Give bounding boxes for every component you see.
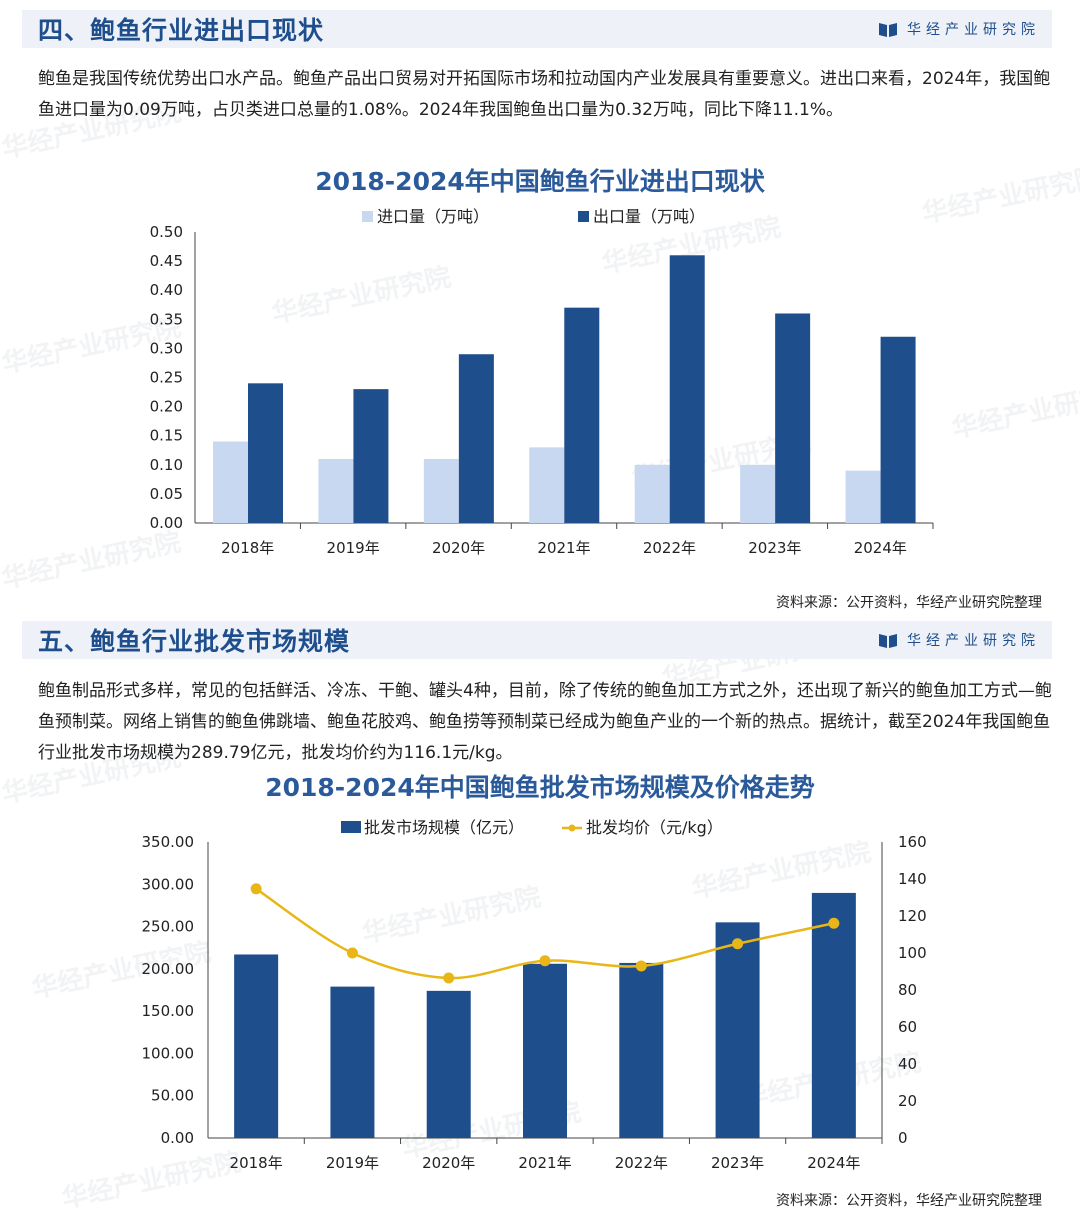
y-tick-label: 0.15 bbox=[150, 427, 183, 445]
book-icon bbox=[879, 23, 897, 37]
x-tick-label: 2022年 bbox=[643, 539, 696, 557]
source-note: 资料来源：公开资料，华经产业研究院整理 bbox=[776, 1193, 1042, 1209]
price-point bbox=[732, 938, 744, 950]
y-right-tick-label: 0 bbox=[898, 1129, 908, 1147]
export-bar bbox=[248, 383, 283, 523]
y-left-tick-label: 350.00 bbox=[142, 833, 195, 851]
x-tick-label: 2024年 bbox=[854, 539, 907, 557]
market-size-bar bbox=[426, 990, 471, 1138]
import-bar bbox=[213, 441, 248, 523]
import-bar bbox=[529, 447, 565, 523]
x-tick-label: 2024年 bbox=[807, 1154, 860, 1172]
export-bar bbox=[775, 313, 811, 523]
market-size-bar bbox=[523, 963, 567, 1138]
y-left-tick-label: 300.00 bbox=[142, 875, 195, 893]
y-tick-label: 0.20 bbox=[150, 398, 183, 416]
market-size-bar bbox=[619, 962, 664, 1138]
chart-title: 2018-2024年中国鲍鱼行业进出口现状 bbox=[315, 167, 765, 196]
y-tick-label: 0.10 bbox=[150, 456, 183, 474]
x-tick-label: 2019年 bbox=[327, 539, 380, 557]
section-header-wholesale: 五、鲍鱼行业批发市场规模 华经产业研究院 bbox=[22, 621, 1052, 659]
y-right-tick-label: 80 bbox=[898, 981, 917, 999]
y-left-tick-label: 200.00 bbox=[142, 960, 195, 978]
price-point bbox=[346, 947, 358, 959]
wholesale-combo-chart: 批发市场规模（亿元） 批发均价（元/kg） 0.00 50.00 100.00 150.0… bbox=[142, 818, 927, 1172]
y-right-tick-label: 160 bbox=[898, 833, 927, 851]
y-tick-label: 0.00 bbox=[150, 514, 183, 532]
x-tick-label: 2018年 bbox=[221, 539, 274, 557]
trade-bar-chart: 进口量（万吨） 出口量（万吨） 0.00 0.05 0.10 0.15 0.20 0.25 0.… bbox=[150, 207, 934, 557]
export-bar bbox=[669, 255, 705, 523]
legend-swatch bbox=[341, 821, 361, 833]
legend-marker bbox=[568, 824, 576, 832]
x-tick-label: 2019年 bbox=[326, 1154, 379, 1172]
legend-label: 出口量（万吨） bbox=[593, 207, 705, 226]
x-tick-label: 2021年 bbox=[537, 539, 590, 557]
x-tick-label: 2021年 bbox=[518, 1154, 571, 1172]
x-tick-label: 2023年 bbox=[711, 1154, 764, 1172]
section-paragraph: 鲍鱼是我国传统优势出口水产品。鲍鱼产品出口贸易对开拓国际市场和拉动国内产业发展具… bbox=[38, 69, 1051, 120]
y-tick-label: 0.45 bbox=[150, 252, 183, 270]
x-tick-label: 2020年 bbox=[422, 1154, 475, 1172]
legend-swatch bbox=[578, 211, 589, 222]
x-tick-label: 2022年 bbox=[615, 1154, 668, 1172]
y-right-tick-label: 100 bbox=[898, 944, 927, 962]
section-paragraph: 鲍鱼制品形式多样，常见的包括鲜活、冷冻、干鲍、罐头4种，目前，除了传统的鲍鱼加工… bbox=[38, 681, 1052, 763]
market-size-bar bbox=[234, 954, 279, 1138]
export-bar bbox=[458, 354, 494, 523]
y-right-tick-label: 60 bbox=[898, 1018, 917, 1036]
export-bar bbox=[880, 336, 916, 523]
brand-logo: 华经产业研究院 bbox=[879, 19, 1052, 39]
market-size-bar bbox=[330, 986, 375, 1138]
y-tick-label: 0.50 bbox=[150, 223, 183, 241]
price-point bbox=[539, 955, 551, 967]
y-left-tick-label: 0.00 bbox=[161, 1129, 194, 1147]
import-bar bbox=[318, 458, 354, 523]
brand-name: 华经产业研究院 bbox=[907, 633, 1040, 649]
section-title: 五、鲍鱼行业批发市场规模 bbox=[38, 627, 351, 656]
y-tick-label: 0.25 bbox=[150, 369, 183, 387]
market-size-bar bbox=[715, 922, 760, 1138]
y-tick-label: 0.40 bbox=[150, 281, 183, 299]
x-tick-label: 2023年 bbox=[748, 539, 801, 557]
x-tick-label: 2020年 bbox=[432, 539, 485, 557]
x-tick-label: 2018年 bbox=[230, 1154, 283, 1172]
source-note: 资料来源：公开资料，华经产业研究院整理 bbox=[776, 595, 1042, 611]
price-point bbox=[828, 917, 840, 929]
import-bar bbox=[634, 464, 670, 523]
chart-title: 2018-2024年中国鲍鱼批发市场规模及价格走势 bbox=[265, 773, 815, 802]
y-tick-label: 0.30 bbox=[150, 339, 183, 357]
y-tick-label: 0.05 bbox=[150, 485, 183, 503]
y-left-tick-label: 150.00 bbox=[142, 1002, 195, 1020]
export-bar bbox=[353, 389, 389, 523]
y-left-tick-label: 50.00 bbox=[151, 1087, 194, 1105]
y-left-tick-label: 250.00 bbox=[142, 918, 195, 936]
legend-label: 批发市场规模（亿元） bbox=[364, 818, 524, 837]
legend-swatch bbox=[362, 211, 373, 222]
y-right-tick-label: 120 bbox=[898, 907, 927, 925]
brand-logo: 华经产业研究院 bbox=[879, 630, 1052, 650]
y-right-tick-label: 40 bbox=[898, 1055, 917, 1073]
section-header-trade: 四、鲍鱼行业进出口现状 华经产业研究院 bbox=[22, 10, 1052, 48]
y-left-tick-label: 100.00 bbox=[142, 1044, 195, 1062]
y-right-tick-label: 20 bbox=[898, 1092, 917, 1110]
price-point bbox=[443, 972, 455, 984]
market-size-bar bbox=[811, 892, 856, 1138]
legend-label: 进口量（万吨） bbox=[377, 207, 489, 226]
import-bar bbox=[845, 470, 881, 523]
y-right-tick-label: 140 bbox=[898, 870, 927, 888]
price-point bbox=[635, 960, 647, 972]
price-point bbox=[250, 883, 262, 895]
import-bar bbox=[740, 464, 776, 523]
book-icon bbox=[879, 634, 897, 648]
y-tick-label: 0.35 bbox=[150, 310, 183, 328]
legend-label: 批发均价（元/kg） bbox=[586, 818, 723, 837]
import-bar bbox=[423, 458, 459, 523]
export-bar bbox=[564, 307, 600, 523]
brand-name: 华经产业研究院 bbox=[907, 22, 1040, 38]
section-title: 四、鲍鱼行业进出口现状 bbox=[38, 16, 325, 45]
